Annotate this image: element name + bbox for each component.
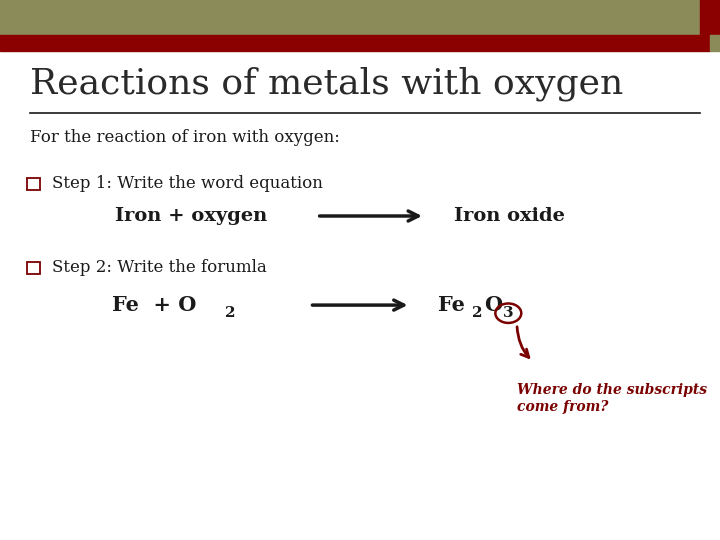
Text: Reactions of metals with oxygen: Reactions of metals with oxygen <box>30 66 624 101</box>
Text: Step 1: Write the word equation: Step 1: Write the word equation <box>52 175 323 192</box>
Text: 2: 2 <box>472 306 482 320</box>
Text: 2: 2 <box>225 306 236 320</box>
Bar <box>27 178 40 190</box>
Text: Iron + oxygen: Iron + oxygen <box>115 207 267 225</box>
Bar <box>0 0 700 35</box>
Bar <box>700 0 720 35</box>
Text: For the reaction of iron with oxygen:: For the reaction of iron with oxygen: <box>30 129 340 146</box>
Text: Where do the subscripts
come from?: Where do the subscripts come from? <box>517 383 707 414</box>
Bar <box>27 262 40 274</box>
Bar <box>0 35 710 51</box>
Bar <box>710 35 720 51</box>
Text: Fe  + O: Fe + O <box>112 295 196 315</box>
Text: Iron oxide: Iron oxide <box>454 207 564 225</box>
Text: Step 2: Write the forumla: Step 2: Write the forumla <box>52 259 266 276</box>
Text: 3: 3 <box>503 306 513 320</box>
Text: Fe: Fe <box>438 295 464 315</box>
Text: O: O <box>484 295 502 315</box>
